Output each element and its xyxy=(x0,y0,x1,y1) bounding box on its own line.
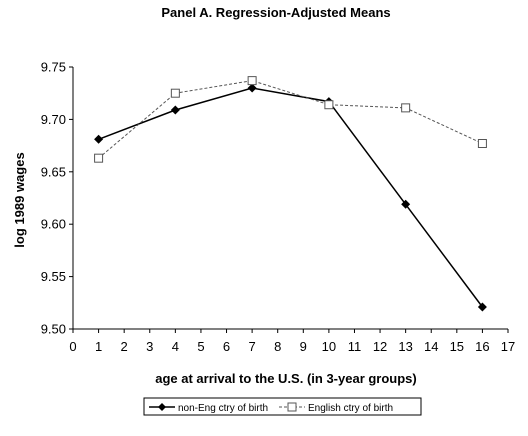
data-point-square xyxy=(477,139,487,149)
x-tick-label: 12 xyxy=(373,339,387,354)
plot-area: 9.509.559.609.659.709.750 1 2 3 4 5 6 7 8 9 10 11 12… xyxy=(41,60,516,355)
x-tick-label: 16 xyxy=(475,339,489,354)
y-tick-label: 9.75 xyxy=(41,60,66,75)
series-line-1 xyxy=(98,80,483,159)
legend-label-english: English ctry of birth xyxy=(308,403,393,414)
data-point-square xyxy=(247,76,257,86)
legend: non-Eng ctry of birth English ctry of bi… xyxy=(143,397,422,416)
data-point-diamond xyxy=(94,134,104,144)
x-tick-label: 4 xyxy=(172,339,179,354)
x-tick-label: 17 xyxy=(501,339,515,354)
x-tick-label: 9 xyxy=(300,339,307,354)
x-tick-label: 13 xyxy=(398,339,412,354)
data-point-square xyxy=(94,153,104,163)
y-tick-label: 9.70 xyxy=(41,112,66,127)
legend-marker-non-eng xyxy=(158,403,166,411)
y-tick-label: 9.55 xyxy=(41,269,66,284)
y-tick-label: 9.65 xyxy=(41,164,66,179)
data-point-square xyxy=(324,100,334,110)
x-tick-label: 3 xyxy=(146,339,153,354)
x-tick-label: 5 xyxy=(197,339,204,354)
legend-marker-english xyxy=(287,402,297,412)
series-line-0 xyxy=(98,87,484,308)
x-axis-title: age at arrival to the U.S. (in 3-year gr… xyxy=(155,371,417,386)
x-tick-label: 8 xyxy=(274,339,281,354)
x-tick-label: 0 xyxy=(69,339,76,354)
x-tick-label: 15 xyxy=(450,339,464,354)
x-tick-label: 6 xyxy=(223,339,230,354)
x-tick-label: 2 xyxy=(121,339,128,354)
data-point-square xyxy=(170,88,180,98)
y-tick-label: 9.60 xyxy=(41,217,66,232)
y-axis-title: log 1989 wages xyxy=(12,152,27,247)
chart-title: Panel A. Regression-Adjusted Means xyxy=(161,5,390,20)
x-tick-label: 14 xyxy=(424,339,438,354)
x-tick-label: 10 xyxy=(322,339,336,354)
legend-label-non-eng: non-Eng ctry of birth xyxy=(178,403,268,414)
data-point-diamond xyxy=(170,105,180,115)
x-tick-label: 1 xyxy=(95,339,102,354)
x-tick-label: 7 xyxy=(249,339,256,354)
data-point-diamond xyxy=(401,199,411,209)
data-point-square xyxy=(401,103,411,113)
x-tick-label: 11 xyxy=(348,339,362,354)
data-point-diamond xyxy=(247,83,257,93)
data-point-diamond xyxy=(477,302,487,312)
legend-box xyxy=(143,397,422,416)
y-tick-label: 9.50 xyxy=(41,322,66,337)
